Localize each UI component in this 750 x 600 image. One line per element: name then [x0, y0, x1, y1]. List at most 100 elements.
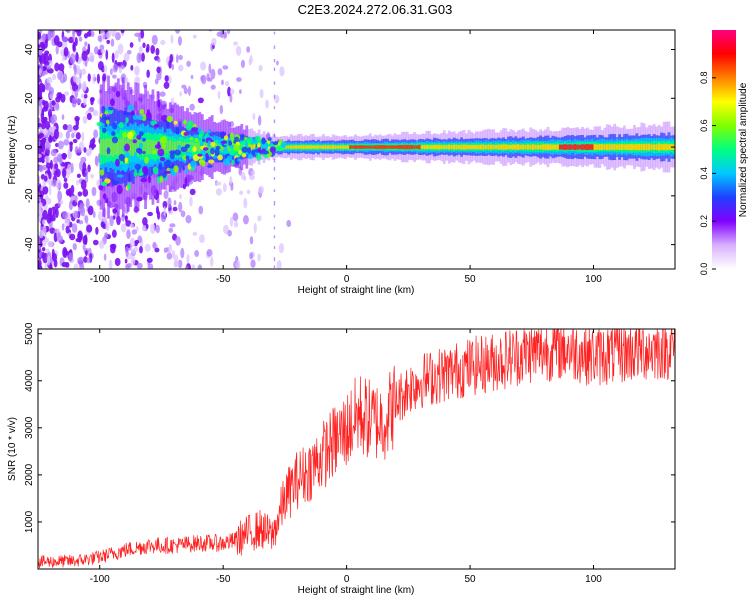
spectrogram-noise-cell: [38, 39, 41, 44]
spectrogram-ridge-cell: [183, 131, 189, 136]
spectrogram-noise-cell: [240, 172, 246, 181]
spectrogram-noise-cell: [88, 52, 95, 63]
spectrogram-noise-cell: [273, 226, 276, 230]
spectrogram-ridge-cell: [173, 165, 179, 173]
spectrogram-noise-cell: [250, 170, 256, 176]
spectrogram-noise-cell: [53, 128, 59, 140]
spectrogram-ridge-cell: [136, 134, 140, 160]
spectrogram-noise-cell: [160, 39, 166, 46]
spectrogram-noise-cell: [88, 147, 93, 154]
spectrogram-ridge-cell: [187, 120, 194, 129]
spectrogram-ridge-cell: [231, 159, 235, 165]
spectrogram-noise-cell: [42, 65, 47, 71]
x-tick-label: 100: [585, 274, 602, 285]
spectrogram-noise-cell: [168, 243, 173, 254]
colorbar-tick-label: 0.8: [699, 72, 709, 85]
spectrogram-noise-cell: [38, 31, 42, 40]
y-tick-label: -20: [24, 188, 35, 203]
spectrogram-ridge-cell: [526, 144, 530, 150]
spectrogram-ridge-cell: [112, 180, 120, 185]
spectrogram-ridge-cell: [139, 131, 144, 137]
spectrogram-ridge-cell: [220, 140, 228, 144]
spectrogram-frame: [37, 29, 676, 270]
snr-frame: [37, 328, 676, 570]
spectrogram-noise-cell: [65, 30, 71, 34]
spectrogram-ridge-cell: [158, 162, 163, 171]
spectrogram-panel: -100 -50 0 50 100 -40 -20 0 20 40 Height of stra…: [7, 29, 676, 296]
spectrogram-ridge-cell: [205, 142, 209, 152]
spectrogram-noise-cell: [98, 240, 105, 249]
spectrogram-ridge-cell: [142, 137, 146, 142]
spectrogram-ridge-cell: [109, 138, 113, 156]
spectrogram-ridge-cell: [561, 144, 565, 150]
spectrogram-noise-cell: [105, 49, 109, 60]
spectrogram-ridge-cell: [346, 145, 350, 149]
spectrogram-ridge-cell: [361, 145, 365, 149]
spectrogram-ridge-cell: [504, 144, 508, 150]
spectrogram-ridge-cell: [144, 132, 147, 162]
spectrogram-ridge-cell: [447, 144, 451, 150]
spectrogram-ridge-cell: [264, 142, 269, 150]
spectrogram-noise-cell: [52, 74, 57, 81]
spectrogram-noise-cell: [83, 256, 88, 263]
spectrogram-noise-cell: [124, 258, 128, 264]
spectrogram-ridge-cell: [489, 144, 493, 150]
spectrogram-noise-cell: [111, 52, 115, 63]
spectrogram-ridge-cell: [215, 145, 221, 150]
spectrogram-noise-cell: [86, 257, 91, 264]
y-tick-label: 20: [24, 92, 35, 104]
spectrogram-noise-cell: [38, 145, 42, 156]
spectrogram-noise-cell: [44, 237, 49, 243]
x-tick-label: -100: [90, 274, 110, 285]
spectrogram-noise-cell: [72, 124, 79, 131]
spectrogram-noise-cell: [96, 73, 100, 84]
spectrogram-ridge-cell: [166, 135, 170, 159]
spectrogram-ridge-cell: [366, 145, 370, 149]
spectrogram-ridge-cell: [519, 144, 523, 150]
spectrogram-ridge-cell: [198, 142, 202, 152]
spectrogram-noise-cell: [80, 179, 87, 191]
spectrogram-noise-cell: [73, 64, 77, 75]
spectrogram-noise-cell: [44, 155, 51, 163]
spectrogram-noise-cell: [129, 223, 135, 228]
spectrogram-noise-cell: [134, 65, 140, 76]
spectrogram-ridge-cell: [410, 144, 414, 150]
spectrogram-ridge-cell: [400, 145, 404, 150]
spectrogram-ridge-cell: [141, 165, 149, 174]
spectrogram-noise-cell: [56, 235, 64, 243]
spectrogram-ridge-cell: [467, 145, 471, 150]
spectrogram-noise-cell: [124, 215, 128, 220]
spectrogram-ridge-cell: [339, 145, 342, 149]
spectrogram-noise-cell: [108, 259, 113, 269]
spectrogram-noise-cell: [55, 102, 60, 111]
spectrogram-ridge-cell: [655, 144, 659, 150]
spectrogram-noise-cell: [206, 249, 213, 257]
spectrogram-noise-cell: [233, 220, 239, 228]
spectrogram-noise-cell: [276, 60, 279, 66]
spectrogram-ridge-cell: [124, 143, 130, 152]
spectrogram-ridge-cell: [440, 145, 444, 150]
spectrogram-noise-cell: [130, 255, 136, 266]
spectrogram-ridge-cell: [278, 139, 283, 144]
spectrogram-noise-cell: [151, 34, 158, 46]
spectrogram-noise-cell: [173, 261, 180, 267]
spectrogram-noise-cell: [239, 190, 244, 195]
spectrogram-noise-cell: [77, 256, 83, 265]
spectrogram-noise-cell: [61, 223, 65, 231]
spectrogram-ridge-cell: [136, 138, 140, 156]
spectrogram-noise-cell: [215, 188, 223, 196]
spectrogram-noise-cell: [243, 214, 249, 225]
spectrogram-noise-cell: [178, 54, 183, 61]
spectrogram-noise-cell: [42, 225, 47, 235]
spectrogram-ridge-cell: [206, 129, 211, 134]
spectrogram-noise-cell: [273, 67, 276, 71]
spectrogram-noise-cell: [38, 84, 41, 92]
spectrogram-noise-cell: [50, 149, 57, 157]
spectrogram-ridge-cell: [302, 145, 305, 149]
spectrogram-ridge-cell: [363, 145, 367, 149]
snr-x-axis-label: Height of straight line (km): [298, 585, 415, 596]
spectrogram-noise-cell: [131, 248, 136, 255]
spectrogram-ridge-cell: [241, 146, 249, 153]
spectrogram-noise-cell: [150, 223, 156, 235]
spectrogram-noise-cell: [229, 93, 233, 103]
